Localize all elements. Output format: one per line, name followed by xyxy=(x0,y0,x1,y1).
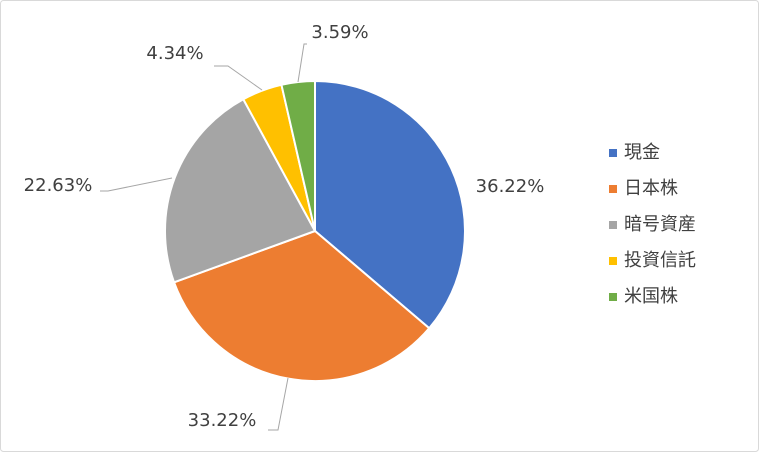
legend-swatch xyxy=(609,257,617,265)
leader-line xyxy=(297,43,307,83)
legend-label: 現金 xyxy=(624,142,660,163)
data-label: 3.59% xyxy=(311,22,368,43)
pie-slice xyxy=(172,229,431,382)
data-label: 22.63% xyxy=(24,175,93,196)
data-label: 36.22% xyxy=(476,176,545,197)
legend-label: 米国株 xyxy=(624,286,678,307)
legend-label: 投資信託 xyxy=(624,250,696,271)
legend-swatch xyxy=(609,185,617,193)
data-label: 4.34% xyxy=(146,43,203,64)
data-label: 33.22% xyxy=(188,410,257,431)
legend-label: 日本株 xyxy=(624,178,678,199)
pie-slice xyxy=(314,79,466,330)
leader-line xyxy=(268,377,289,431)
legend-swatch xyxy=(609,293,617,301)
pie-slice xyxy=(164,97,317,284)
leader-line xyxy=(214,65,263,91)
legend-label: 暗号資産 xyxy=(624,214,696,235)
legend-swatch xyxy=(609,221,617,229)
legend-swatch xyxy=(609,149,617,157)
leader-line xyxy=(100,177,173,192)
